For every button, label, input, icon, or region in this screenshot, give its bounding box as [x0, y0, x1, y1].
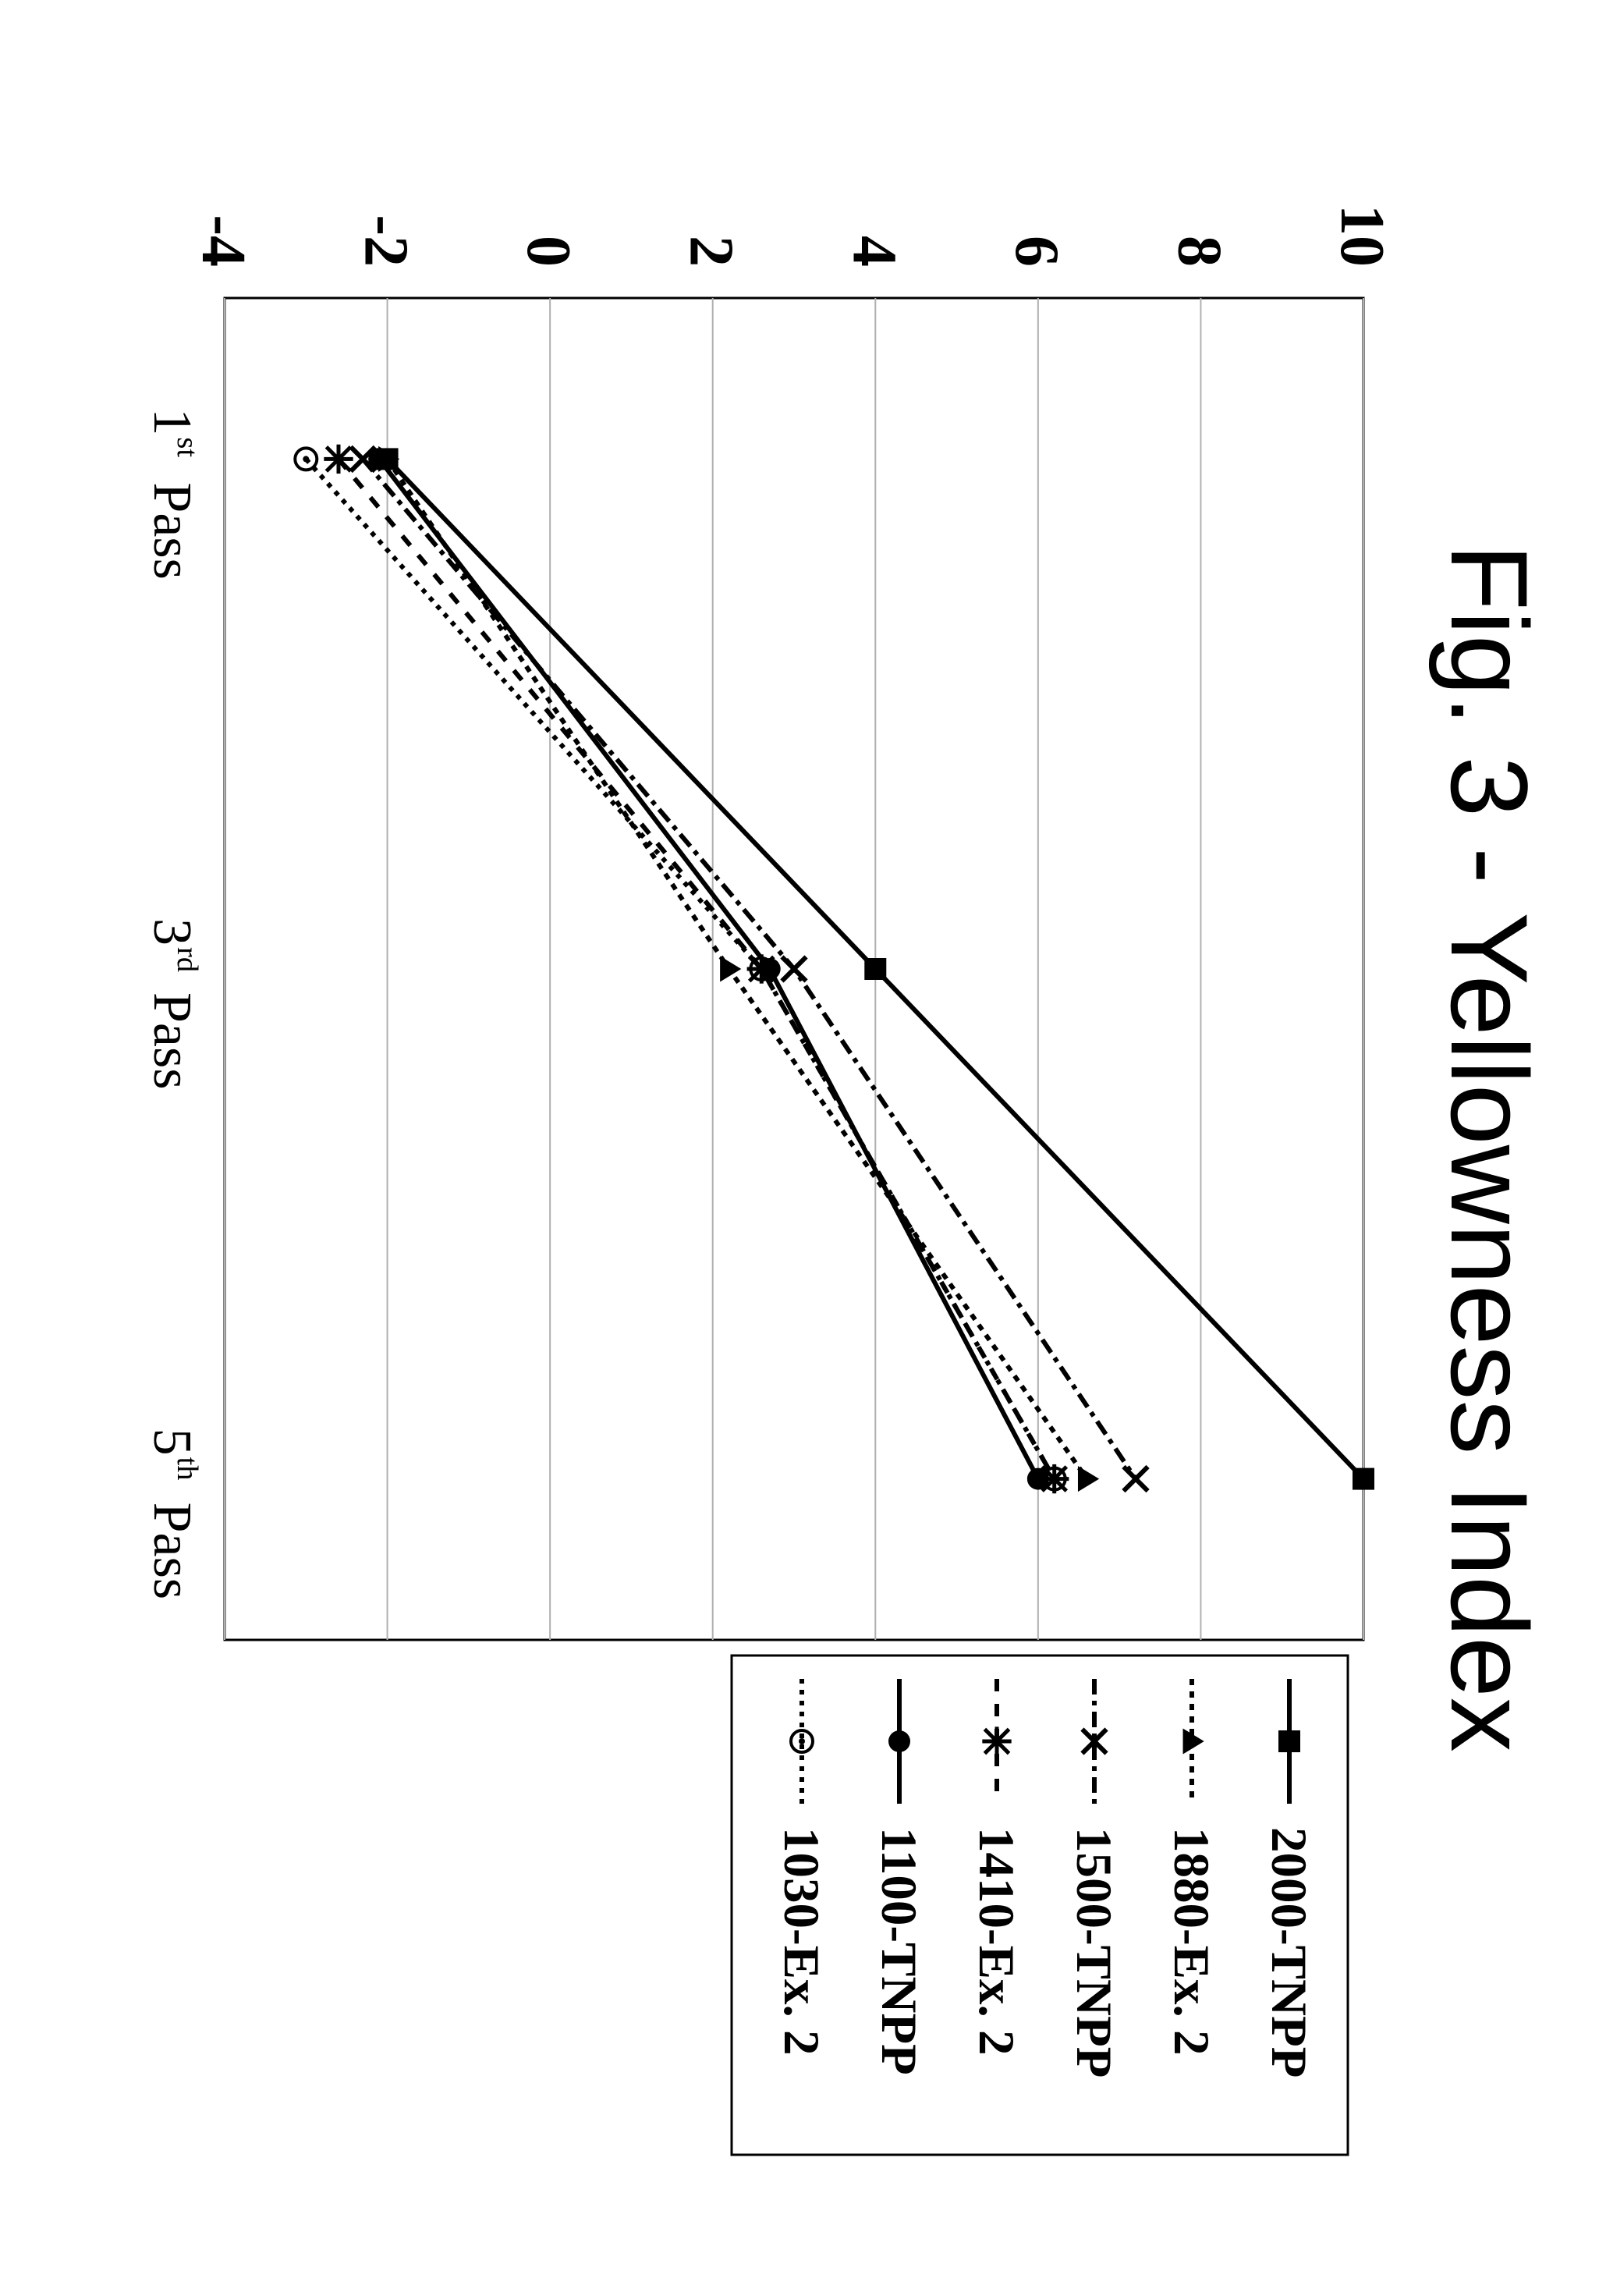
legend-label: 1030-Ex. 2 — [773, 1827, 829, 2056]
ytick-label: 4 — [839, 236, 908, 267]
series-marker — [324, 444, 353, 473]
xtick-label: 1st Pass — [142, 408, 204, 579]
ytick-label: -4 — [189, 215, 257, 267]
ytick-label: -2 — [352, 215, 420, 267]
svg-text:Pass: Pass — [142, 482, 202, 579]
svg-text:rd: rd — [171, 947, 204, 972]
svg-text:1: 1 — [142, 408, 202, 435]
legend-label: 1410-Ex. 2 — [968, 1827, 1024, 2056]
xtick-label: 3rd Pass — [142, 918, 204, 1089]
chart-title: Fig. 3 - Yellowness Index — [1395, 0, 1599, 2296]
ytick-label: 6 — [1002, 236, 1071, 267]
svg-text:Pass: Pass — [142, 1502, 202, 1599]
legend-label: 1100-TNPP — [870, 1827, 927, 2075]
series-marker — [368, 448, 390, 470]
svg-text:st: st — [171, 437, 204, 457]
legend-label: 1500-TNPP — [1065, 1827, 1122, 2078]
svg-text:Pass: Pass — [142, 992, 202, 1089]
chart-area: -4-202468101st Pass3rd Pass5th Pass2000-… — [69, 95, 1395, 2202]
ytick-label: 0 — [514, 236, 583, 267]
ytick-label: 10 — [1328, 204, 1395, 267]
svg-text:th: th — [171, 1457, 204, 1480]
svg-text:3: 3 — [142, 918, 202, 946]
svg-text:5: 5 — [142, 1428, 202, 1455]
xtick-label: 5th Pass — [142, 1428, 204, 1599]
chart-svg: -4-202468101st Pass3rd Pass5th Pass2000-… — [69, 95, 1395, 2202]
legend-label: 1880-Ex. 2 — [1163, 1827, 1219, 2056]
ytick-label: 2 — [677, 236, 746, 267]
series-marker — [1353, 1467, 1374, 1489]
ytick-label: 8 — [1165, 236, 1233, 267]
legend-label: 2000-TNPP — [1260, 1827, 1317, 2078]
series-marker — [864, 958, 886, 980]
